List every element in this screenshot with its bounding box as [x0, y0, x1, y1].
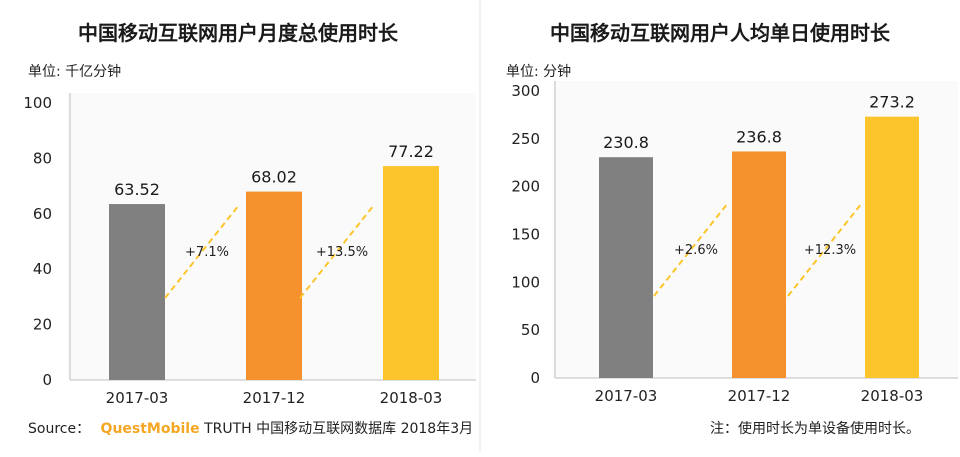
bar-2017-12	[246, 191, 302, 380]
y-tick-label: 300	[511, 82, 540, 100]
bar-2017-03	[109, 204, 165, 380]
y-tick-label: 0	[42, 371, 52, 389]
y-tick-label: 0	[530, 369, 540, 387]
growth-rate-label: +2.6%	[674, 243, 718, 258]
bar-2018-03	[383, 166, 439, 380]
questmobile-brand: QuestMobile	[100, 421, 200, 437]
bar-2017-03	[599, 157, 653, 378]
growth-rate-label: +7.1%	[185, 245, 229, 260]
unit-label: 单位: 分钟	[506, 63, 571, 80]
y-tick-label: 250	[511, 130, 540, 148]
value-label: 77.22	[388, 142, 434, 161]
y-tick-label: 100	[23, 94, 52, 112]
usage-note: 注：使用时长为单设备使用时长。	[710, 421, 920, 437]
x-category-label: 2017-03	[595, 387, 658, 405]
y-tick-label: 40	[33, 260, 52, 278]
bar-2017-12	[732, 151, 786, 378]
y-tick-label: 60	[33, 205, 52, 223]
source-text: TRUTH 中国移动互联网数据库 2018年3月	[204, 421, 474, 437]
y-tick-label: 50	[521, 321, 540, 339]
x-category-label: 2017-03	[106, 389, 169, 407]
value-label: 63.52	[114, 180, 160, 199]
value-label: 236.8	[736, 127, 782, 146]
source-line: Source： QuestMobile TRUTH 中国移动互联网数据库 201…	[28, 418, 473, 438]
x-category-label: 2017-12	[243, 389, 306, 407]
chart-title: 中国移动互联网用户人均单日使用时长	[550, 21, 891, 45]
x-category-label: 2018-03	[380, 389, 443, 407]
chart-title: 中国移动互联网用户月度总使用时长	[78, 21, 399, 45]
value-label: 68.02	[251, 168, 297, 187]
bar-2018-03	[865, 116, 919, 378]
x-category-label: 2017-12	[728, 387, 791, 405]
growth-rate-label: +13.5%	[316, 245, 368, 260]
y-tick-label: 100	[511, 273, 540, 291]
y-tick-label: 20	[33, 316, 52, 334]
value-label: 230.8	[603, 133, 649, 152]
y-tick-label: 150	[511, 226, 540, 244]
source-prefix: Source：	[28, 421, 91, 437]
value-label: 273.2	[869, 93, 915, 112]
y-tick-label: 80	[33, 149, 52, 167]
unit-label: 单位: 千亿分钟	[28, 63, 121, 80]
growth-rate-label: +12.3%	[804, 243, 856, 258]
x-category-label: 2018-03	[861, 387, 924, 405]
y-tick-label: 200	[511, 178, 540, 196]
